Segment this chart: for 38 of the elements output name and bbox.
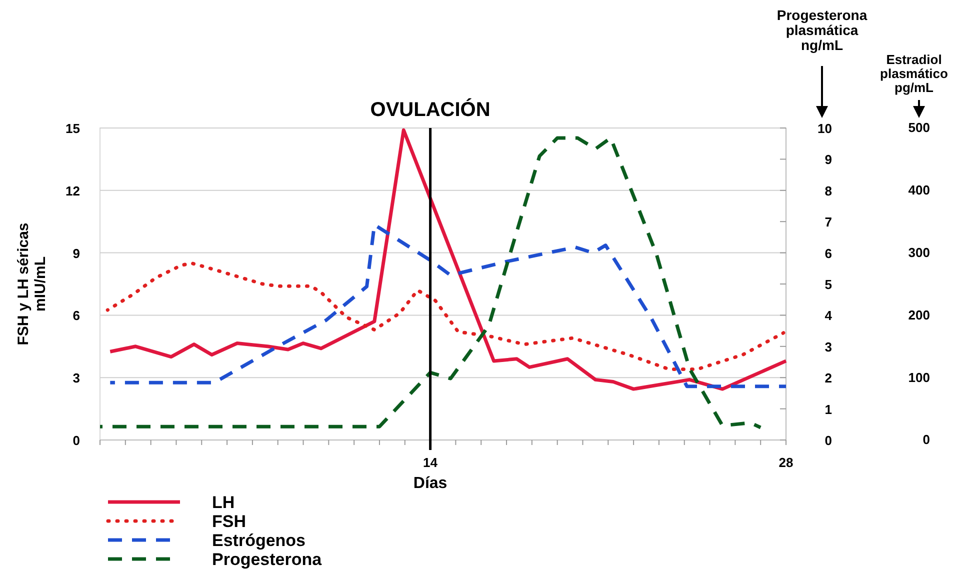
y2-tick-label: 100 (908, 370, 930, 385)
legend-label: Progesterona (212, 550, 322, 569)
y-tick-label: 6 (72, 308, 80, 324)
y3-tick-label: 5 (824, 277, 832, 292)
y-axis-title: FSH y LH séricas mIU/mL (15, 222, 49, 346)
y2-tick-label: 500 (908, 120, 930, 136)
line-series (108, 222, 788, 388)
legend-label: Estrógenos (212, 531, 306, 550)
y3-tick-label: 8 (824, 183, 832, 198)
x-tick-label: 28 (778, 455, 794, 470)
y-tick-label: 0 (72, 433, 80, 448)
legend-label: LH (212, 493, 235, 512)
y3-tick-label: 1 (824, 402, 832, 417)
y2-axis-title: Estradiol plasmático pg/mL (880, 52, 948, 95)
y3-tick-label: 6 (824, 246, 832, 261)
y2-tick-label: 0 (922, 432, 930, 448)
y-tick-label: 3 (72, 370, 80, 386)
y2-tick-label: 200 (908, 307, 930, 322)
x-axis-title: Días (413, 475, 448, 492)
ref-line-label: OVULACIÓN (370, 98, 490, 121)
y3-tick-label: 4 (824, 308, 833, 324)
y-tick-label: 12 (66, 183, 80, 198)
y3-tick-label: 0 (824, 433, 832, 448)
y2-tick-label: 400 (908, 182, 930, 198)
y3-tick-label: 10 (818, 121, 832, 136)
x-tick-label: 14 (423, 455, 438, 470)
line-series (106, 261, 786, 372)
y3-axis-title: Progesterona plasmática ng/mL (776, 7, 868, 53)
y3-tick-label: 3 (824, 339, 832, 354)
y-tick-label: 15 (66, 121, 80, 136)
y3-tick-label: 7 (824, 214, 832, 230)
line-series (108, 128, 788, 391)
y3-tick-label: 2 (824, 370, 832, 386)
legend-label: FSH (212, 512, 246, 531)
y-tick-label: 9 (72, 246, 80, 261)
y3-tick-label: 9 (824, 152, 832, 168)
line-series (98, 136, 762, 430)
y2-tick-label: 300 (908, 244, 930, 260)
